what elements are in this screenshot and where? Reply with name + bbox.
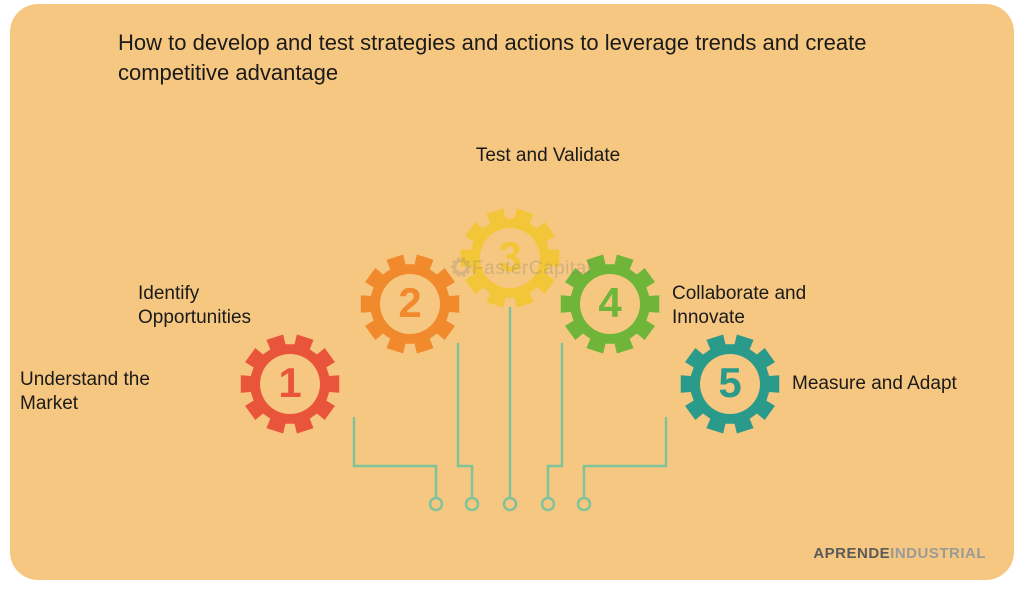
step-label-3: Test and Validate	[398, 144, 698, 168]
connector-terminal	[430, 498, 442, 510]
gear-number-5: 5	[718, 362, 741, 404]
step-label-2: Identify Opportunities	[138, 282, 308, 330]
connector-line	[584, 418, 666, 496]
infographic-card: How to develop and test strategies and a…	[10, 4, 1014, 580]
step-label-4: Collaborate and Innovate	[672, 282, 882, 330]
brand-part2: INDUSTRIAL	[890, 545, 986, 562]
gear-number-1: 1	[278, 362, 301, 404]
connector-terminal	[578, 498, 590, 510]
connector-line	[548, 344, 562, 496]
connector-line	[354, 418, 436, 496]
gear-number-2: 2	[398, 282, 421, 324]
connector-terminal	[504, 498, 516, 510]
brand-logo: APRENDEINDUSTRIAL	[813, 545, 986, 562]
brand-part1: APRENDE	[813, 545, 890, 562]
step-label-1: Understand the Market	[20, 368, 210, 416]
connector-terminal	[466, 498, 478, 510]
gear-number-4: 4	[598, 282, 621, 324]
connector-line	[458, 344, 472, 496]
gear-number-3: 3	[498, 236, 521, 278]
connector-terminal	[542, 498, 554, 510]
step-label-5: Measure and Adapt	[792, 372, 1012, 396]
